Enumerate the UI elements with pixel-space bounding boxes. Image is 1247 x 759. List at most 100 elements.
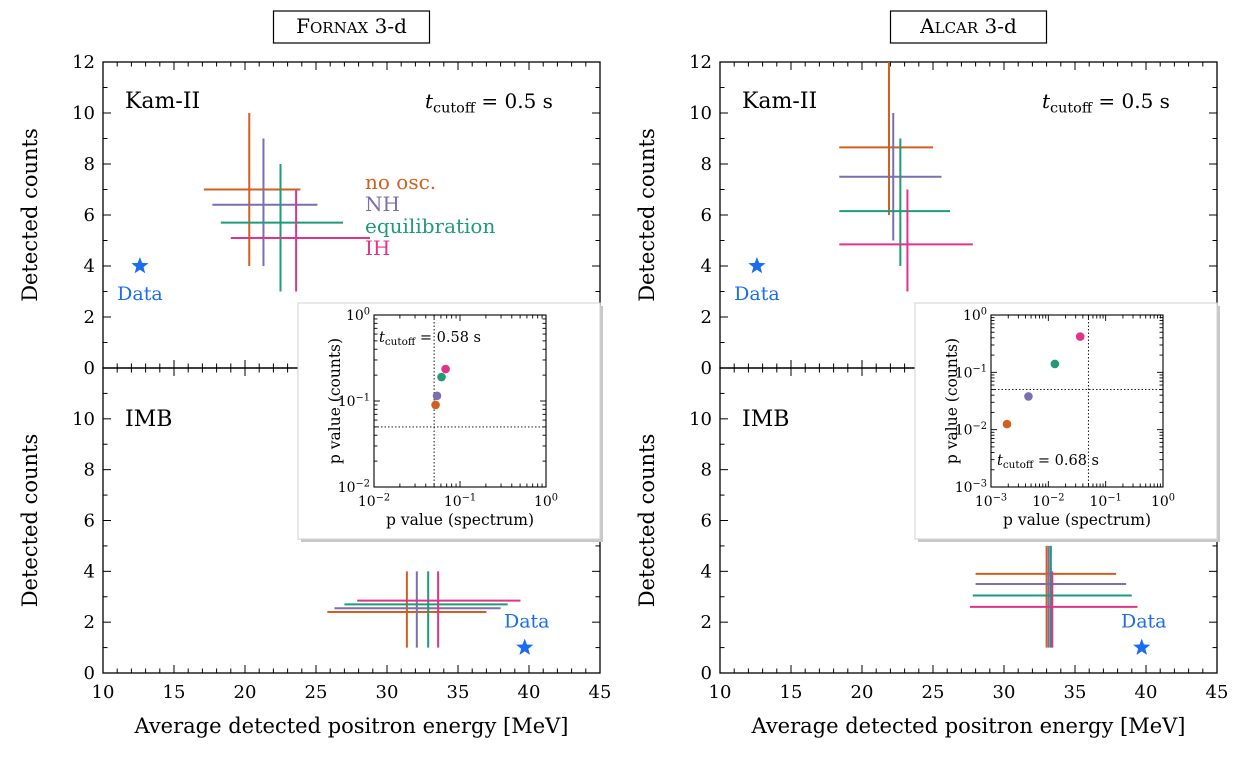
cross-equilibration <box>344 571 508 648</box>
y-tick-label: 6 <box>701 205 712 226</box>
y-tick-label: 8 <box>84 154 95 175</box>
x-tick-label: 15 <box>163 682 186 703</box>
inset-x-axis-label: p value (spectrum) <box>1003 511 1151 529</box>
panel-title-box <box>272 10 431 44</box>
cross-nh <box>212 138 318 266</box>
y-tick-label: 2 <box>84 307 95 328</box>
data-label: Data <box>504 611 550 633</box>
inset-x-tick-label: 10−1 <box>1090 492 1122 510</box>
y-tick-label: 6 <box>701 511 712 532</box>
y-tick-label: 8 <box>84 460 95 481</box>
cross-ih <box>357 571 521 648</box>
x-tick-label: 10 <box>709 682 732 703</box>
y-tick-label: 12 <box>689 52 712 73</box>
cross-no-osc <box>839 62 933 215</box>
subplot-imb: 0 2 4 6 8 10 Detected counts IMB Data 10 15 20 25 30 3… <box>635 367 1229 738</box>
y-tick-label: 4 <box>84 561 95 582</box>
x-tick-label: 35 <box>1064 682 1087 703</box>
y-tick-label: 4 <box>701 561 712 582</box>
panel-alcar: ALCAR 3-d 0 2 4 6 8 10 12 Detected counts Kam-II t… <box>635 10 1229 738</box>
subplot-kamii: 0 2 4 6 8 10 12 Detected counts Kam-II tcutoff = … <box>18 52 601 379</box>
x-tick-label: 10 <box>92 682 115 703</box>
y-axis-label: Detected counts <box>635 434 659 608</box>
inset-y-tick-label: 10−2 <box>955 421 987 439</box>
data-star-marker <box>131 257 149 274</box>
inset-x-axis-label: p value (spectrum) <box>386 511 534 529</box>
inset-point-nh <box>432 391 442 401</box>
y-tick-label: 10 <box>72 103 95 124</box>
x-tick-label: 35 <box>447 682 470 703</box>
inset-x-tick-label: 100 <box>534 492 558 510</box>
y-tick-label: 4 <box>84 256 95 277</box>
inset-point-no-osc <box>1002 419 1012 429</box>
detector-label: Kam-II <box>125 89 200 114</box>
y-tick-label: 8 <box>701 154 712 175</box>
inset-y-tick-label: 100 <box>963 306 987 324</box>
inset-y-tick-label: 100 <box>346 306 370 324</box>
y-tick-label: 10 <box>72 409 95 430</box>
cross-ih <box>969 571 1138 648</box>
y-tick-label: 6 <box>84 511 95 532</box>
inset-point-no-osc <box>431 400 440 410</box>
x-tick-label: 30 <box>376 682 399 703</box>
x-tick-label: 20 <box>234 682 257 703</box>
legend-entry-no-osc: no osc. <box>365 170 436 194</box>
y-tick-label: 2 <box>701 612 712 633</box>
inset-background <box>914 302 1218 540</box>
inset-x-tick-label: 10−3 <box>975 492 1007 510</box>
y-tick-label: 10 <box>689 409 712 430</box>
inset-background <box>297 302 601 540</box>
inset-y-axis-label: p value (counts) <box>943 338 961 464</box>
panel-title: ALCAR 3-d <box>919 14 1017 38</box>
cross-no-osc <box>975 545 1117 648</box>
inset-axes-frame <box>990 314 1164 488</box>
x-tick-label: 45 <box>1206 682 1229 703</box>
x-axis-label: Average detected positron energy [MeV] <box>751 714 1186 738</box>
y-tick-label: 6 <box>84 205 95 226</box>
cross-nh <box>334 571 501 648</box>
x-tick-label: 40 <box>1135 682 1158 703</box>
cutoff-annotation: tcutoff = 0.5 s <box>425 89 553 116</box>
y-tick-label: 2 <box>84 612 95 633</box>
cross-equilibration <box>839 138 951 266</box>
x-tick-label: 30 <box>993 682 1016 703</box>
detector-label: IMB <box>742 407 789 432</box>
cross-ih <box>230 189 370 292</box>
cross-no-osc <box>327 571 487 648</box>
y-tick-label: 0 <box>84 358 95 379</box>
inset-y-tick-label: 10−1 <box>338 392 370 410</box>
data-label: Data <box>1121 611 1167 633</box>
y-tick-label: 12 <box>72 52 95 73</box>
y-tick-label: 8 <box>701 460 712 481</box>
y-tick-label: 0 <box>84 663 95 684</box>
inset-x-tick-label: 10−2 <box>1032 492 1064 510</box>
y-tick-label: 10 <box>689 103 712 124</box>
inset-y-tick-label: 10−2 <box>338 478 370 496</box>
data-star-marker <box>1133 638 1151 655</box>
cutoff-annotation: tcutoff = 0.5 s <box>1042 89 1170 116</box>
y-tick-label: 4 <box>701 256 712 277</box>
x-tick-label: 45 <box>589 682 612 703</box>
x-tick-label: 20 <box>851 682 874 703</box>
cross-no-osc <box>203 113 301 266</box>
y-axis-label: Detected counts <box>18 434 42 608</box>
x-tick-label: 15 <box>780 682 803 703</box>
inset-point-equilibration <box>1050 359 1060 369</box>
inset-point-equilibration <box>437 372 446 382</box>
y-tick-label: 0 <box>701 663 712 684</box>
inset-x-tick-label: 10−1 <box>444 492 476 510</box>
y-tick-label: 0 <box>701 358 712 379</box>
cross-equilibration <box>220 164 343 292</box>
inset-y-tick-label: 10−1 <box>955 364 987 382</box>
inset-x-tick-label: 10−2 <box>358 492 390 510</box>
cross-ih <box>839 189 973 292</box>
y-axis-label: Detected counts <box>18 128 42 302</box>
y-axis-label: Detected counts <box>635 128 659 302</box>
panel-title: FORNAX 3-d <box>296 14 407 38</box>
inset-y-axis-label: p value (counts) <box>326 338 344 464</box>
inset-point-ih <box>441 364 450 374</box>
inset-cutoff-annotation: tcutoff = 0.68 s <box>997 453 1099 471</box>
cross-nh <box>839 113 942 241</box>
inset-cutoff-annotation: tcutoff = 0.58 s <box>379 330 481 348</box>
